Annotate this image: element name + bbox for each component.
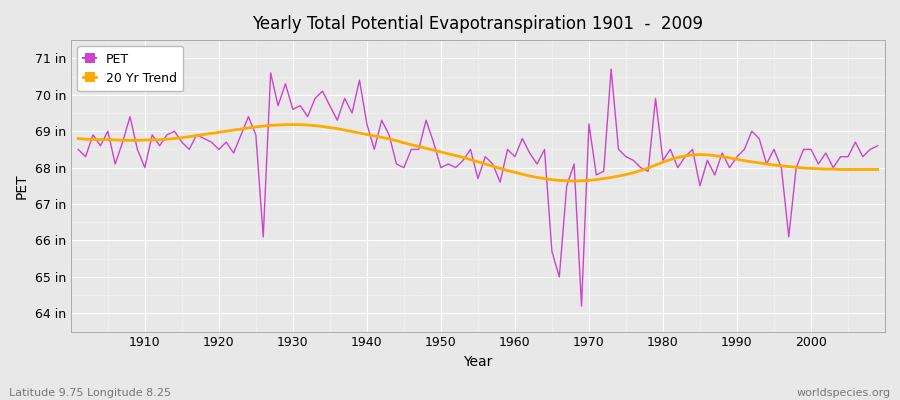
- Legend: PET, 20 Yr Trend: PET, 20 Yr Trend: [77, 46, 183, 91]
- X-axis label: Year: Year: [464, 355, 492, 369]
- Title: Yearly Total Potential Evapotranspiration 1901  -  2009: Yearly Total Potential Evapotranspiratio…: [252, 15, 704, 33]
- Y-axis label: PET: PET: [15, 173, 29, 199]
- Text: worldspecies.org: worldspecies.org: [796, 388, 891, 398]
- Text: Latitude 9.75 Longitude 8.25: Latitude 9.75 Longitude 8.25: [9, 388, 171, 398]
